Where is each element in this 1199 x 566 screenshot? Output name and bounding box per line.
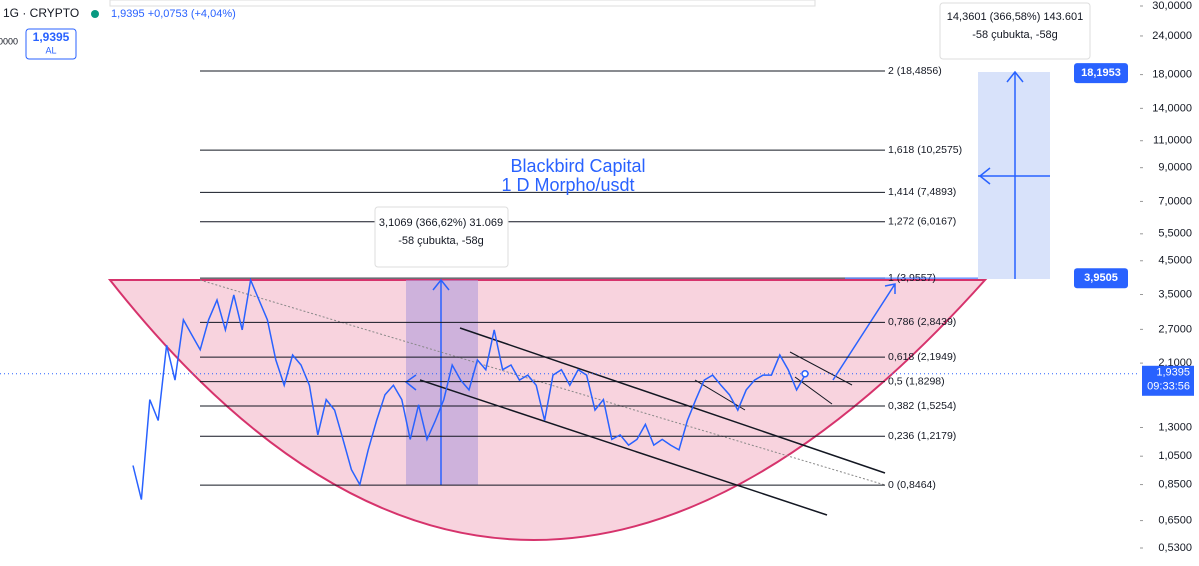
y-tick-label: 1,3000: [1158, 421, 1192, 433]
arrow-head: [978, 70, 1024, 185]
price-tag: [1074, 268, 1128, 289]
buy-price[interactable]: 1,9395: [33, 30, 70, 44]
symbol: 1G · CRYPTO: [3, 6, 79, 20]
y-tick-label: 4,5000: [1158, 255, 1192, 267]
buy-label[interactable]: AL: [45, 45, 56, 55]
price-tag: [1074, 63, 1128, 84]
y-tick-label: 7,0000: [1158, 195, 1192, 207]
y-tick-label: 24,0000: [1152, 30, 1192, 42]
y-tick-label: 0,8500: [1158, 478, 1192, 490]
y-tick-label: 9,0000: [1158, 162, 1192, 174]
buy-button[interactable]: [25, 28, 77, 60]
fib-label: 0 (0,8464): [888, 479, 936, 491]
title-line: 1 D Morpho/usdt: [501, 175, 634, 195]
fib-label: 0,5 (1,8298): [888, 375, 945, 387]
cup-shape: [107, 279, 988, 541]
measure-label: 3,1069 (366,62%) 31.069: [379, 217, 503, 229]
measure-range: [406, 280, 478, 485]
y-tick-label: 0,6500: [1158, 514, 1192, 526]
y-tick-label: 30,0000: [1152, 0, 1192, 12]
y-tick-label: 1,0500: [1158, 450, 1192, 462]
axis-panel: [1140, 0, 1199, 566]
measure-label-box: [939, 2, 1091, 60]
channel-line: [459, 327, 886, 474]
price-tag-label: 18,1953: [1081, 67, 1121, 79]
y-tick-label: 14,0000: [1152, 102, 1192, 114]
price-line: [132, 277, 806, 500]
channel-line: [419, 379, 828, 516]
y-tick-label: 18,0000: [1152, 69, 1192, 81]
quote: 1,9395 +0,0753 (+4,04%): [111, 8, 236, 20]
fib-label: 0,236 (1,2179): [888, 430, 956, 442]
measure-label: 14,3601 (366,58%) 143.601: [947, 11, 1083, 23]
measure-label: -58 çubukta, -58g: [972, 29, 1058, 41]
last-price-time: 09:33:56: [1147, 381, 1190, 393]
fib-label: 0,786 (2,8439): [888, 316, 956, 328]
y-tick-label: 3,5000: [1158, 288, 1192, 300]
price-tag-label: 3,9505: [1084, 272, 1118, 284]
toolbar: [109, 0, 816, 7]
y-tick-label: 5,5000: [1158, 228, 1192, 240]
y-tick-label: 2,7000: [1158, 323, 1192, 335]
trend-line: [199, 279, 886, 486]
fib-label: 0,618 (2,1949): [888, 351, 956, 363]
fib-label: 1,618 (10,2575): [888, 144, 962, 156]
measure-label-box: [374, 206, 509, 268]
y-tick-label: 11,0000: [1153, 135, 1192, 147]
channel-line: [694, 379, 746, 411]
measure-label: -58 çubukta, -58g: [398, 235, 484, 247]
projection-arrow: [832, 283, 896, 381]
fib-label: 2 (18,4856): [888, 65, 942, 77]
last-price-tag: [1142, 365, 1194, 396]
cut-label: 0000: [0, 36, 18, 46]
fib-label: 1,414 (7,4893): [888, 186, 956, 198]
last-price-dot: [801, 370, 809, 378]
fib-label: 0,382 (1,5254): [888, 400, 956, 412]
fib-label: 1,272 (6,0167): [888, 216, 956, 228]
y-tick-label: 0,5300: [1158, 542, 1192, 554]
status-dot: [91, 10, 99, 18]
last-price-label: 1,9395: [1156, 367, 1190, 379]
title-line: Blackbird Capital: [510, 156, 645, 176]
